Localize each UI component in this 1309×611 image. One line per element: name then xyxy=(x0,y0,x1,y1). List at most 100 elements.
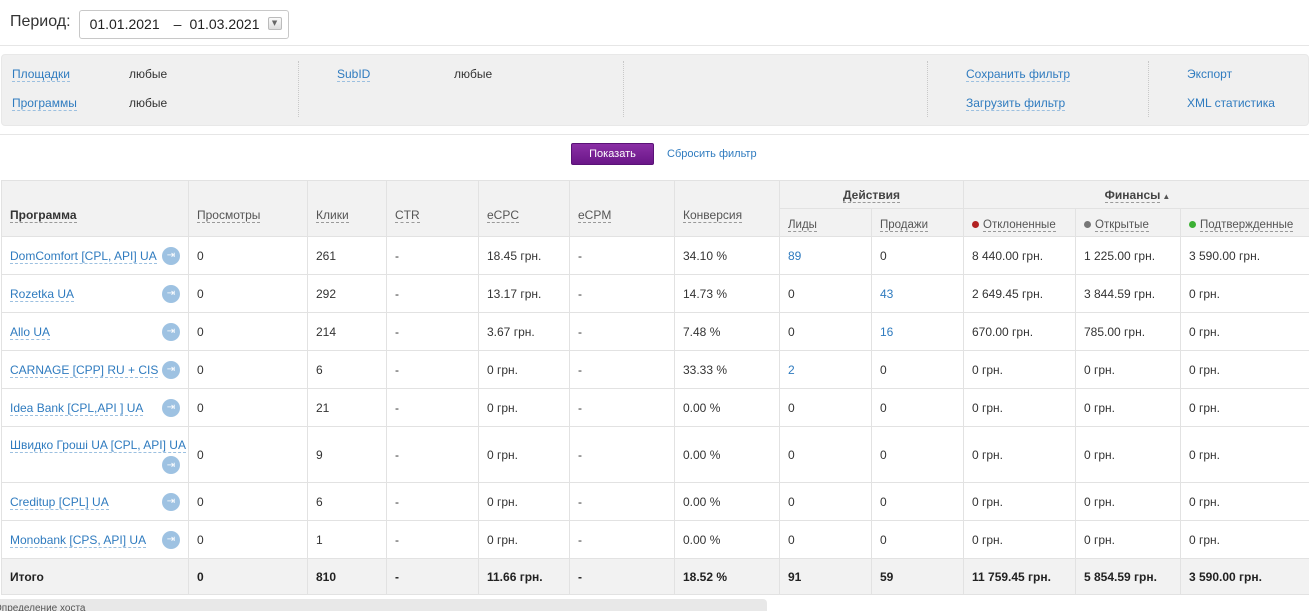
cell-leads: 0 xyxy=(779,388,872,427)
save-filter-link[interactable]: Сохранить фильтр xyxy=(966,67,1071,82)
cell-rejected: 0 грн. xyxy=(963,350,1076,389)
total-label: Итого xyxy=(1,558,189,595)
total-ecpc: 11.66 грн. xyxy=(478,558,570,595)
group-actions[interactable]: Действия xyxy=(779,180,964,209)
col-ecpm[interactable]: eCPM xyxy=(569,180,675,237)
program-link[interactable]: CARNAGE [CPP] RU + CIS xyxy=(10,362,159,378)
program-link[interactable]: Швидко Гроші UA [CPL, API] UA xyxy=(10,437,186,453)
enter-icon[interactable]: ⇥ xyxy=(162,360,180,379)
sort-asc-icon: ▲ xyxy=(1162,191,1171,201)
cell-sales[interactable]: 16 xyxy=(871,312,964,351)
cell-leads[interactable]: 2 xyxy=(779,350,872,389)
enter-icon[interactable]: ⇥ xyxy=(162,456,180,474)
filter-programs-link[interactable]: Программы xyxy=(12,96,77,111)
program-link[interactable]: DomComfort [CPL, API] UA xyxy=(10,248,157,264)
col-ctr[interactable]: CTR xyxy=(386,180,479,237)
col-open[interactable]: Открытые xyxy=(1075,208,1181,237)
cell-clicks: 1 xyxy=(307,520,387,559)
table-row: CARNAGE [CPP] RU + CIS ⇥ 0 6-0 грн. -33.33 %… xyxy=(1,350,1309,389)
col-program[interactable]: Программа xyxy=(1,180,189,237)
total-ecpm: - xyxy=(569,558,675,595)
cell-ecpc: 0 грн. xyxy=(478,426,570,483)
total-confirmed: 3 590.00 грн. xyxy=(1180,558,1309,595)
program-link[interactable]: Allo UA xyxy=(10,324,51,340)
table-row: Rozetka UA ⇥ 0 292-13.17 грн. -14.73 % 0 43 2 6… xyxy=(1,274,1309,313)
cell-ecpm: - xyxy=(569,426,675,483)
cell-ecpc: 0 грн. xyxy=(478,482,570,521)
bottom-tab[interactable]: Определение хоста xyxy=(0,599,767,611)
cell-conversion: 33.33 % xyxy=(674,350,780,389)
enter-icon[interactable]: ⇥ xyxy=(162,530,180,549)
cell-confirmed: 0 грн. xyxy=(1180,388,1309,427)
cell-leads[interactable]: 89 xyxy=(779,236,872,275)
cell-ecpm: - xyxy=(569,274,675,313)
cell-rejected: 0 грн. xyxy=(963,426,1076,483)
cell-sales: 0 xyxy=(871,236,964,275)
filter-programs-value: любые xyxy=(129,96,168,110)
cell-ctr: - xyxy=(386,274,479,313)
filter-sites-link[interactable]: Площадки xyxy=(12,67,70,82)
col-ecpc[interactable]: eCPC xyxy=(478,180,570,237)
filter-divider xyxy=(623,61,624,117)
cell-program: Allo UA ⇥ xyxy=(1,312,189,351)
col-confirmed[interactable]: Подтвержденные xyxy=(1180,208,1309,237)
cell-conversion: 0.00 % xyxy=(674,520,780,559)
total-conversion: 18.52 % xyxy=(674,558,780,595)
enter-icon[interactable]: ⇥ xyxy=(162,492,180,511)
col-conversion[interactable]: Конверсия xyxy=(674,180,780,237)
cell-ecpc: 18.45 грн. xyxy=(478,236,570,275)
col-sales[interactable]: Продажи xyxy=(871,208,964,237)
col-views[interactable]: Просмотры xyxy=(188,180,308,237)
bottom-tab-label: Определение хоста xyxy=(0,603,86,611)
cell-leads: 0 xyxy=(779,274,872,313)
table-body: DomComfort [CPL, API] UA ⇥ 0 261-18.45 грн.… xyxy=(1,236,1309,559)
col-rejected[interactable]: Отклоненные xyxy=(963,208,1076,237)
program-link[interactable]: Rozetka UA xyxy=(10,286,75,302)
enter-icon[interactable]: ⇥ xyxy=(162,284,180,303)
period-to: 01.03.2021 xyxy=(189,16,260,32)
cell-views: 0 xyxy=(188,312,308,351)
program-link[interactable]: Monobank [CPS, API] UA xyxy=(10,532,147,548)
program-link[interactable]: Creditup [CPL] UA xyxy=(10,494,109,510)
enter-icon[interactable]: ⇥ xyxy=(162,322,180,341)
cell-sales[interactable]: 43 xyxy=(871,274,964,313)
total-sales: 59 xyxy=(871,558,964,595)
filter-divider xyxy=(1148,61,1149,117)
cell-leads: 0 xyxy=(779,482,872,521)
program-link[interactable]: Idea Bank [CPL,API ] UA xyxy=(10,400,144,416)
cell-open: 785.00 грн. xyxy=(1075,312,1181,351)
xml-stats-link[interactable]: XML статистика xyxy=(1187,96,1275,110)
period-separator: – xyxy=(173,16,182,32)
cell-views: 0 xyxy=(188,482,308,521)
cell-sales: 0 xyxy=(871,520,964,559)
cell-confirmed: 0 грн. xyxy=(1180,350,1309,389)
cell-clicks: 21 xyxy=(307,388,387,427)
filter-subid-link[interactable]: SubID xyxy=(337,67,371,82)
export-link[interactable]: Экспорт xyxy=(1187,67,1233,81)
enter-icon[interactable]: ⇥ xyxy=(162,398,180,417)
col-clicks[interactable]: Клики xyxy=(307,180,387,237)
period-input[interactable]: 01.01.2021 – 01.03.2021 ▼ xyxy=(78,9,289,39)
enter-icon[interactable]: ⇥ xyxy=(162,246,180,265)
reset-filter-link[interactable]: Сбросить фильтр xyxy=(667,148,757,160)
chevron-down-icon[interactable]: ▼ xyxy=(267,16,282,30)
load-filter-link[interactable]: Загрузить фильтр xyxy=(966,96,1066,111)
table-row: Idea Bank [CPL,API ] UA ⇥ 0 21-0 грн. -0.00 … xyxy=(1,388,1309,427)
status-dot-confirmed xyxy=(1189,221,1196,228)
total-leads: 91 xyxy=(779,558,872,595)
cell-ecpm: - xyxy=(569,482,675,521)
show-button[interactable]: Показать xyxy=(571,143,654,165)
filter-sites-value: любые xyxy=(129,67,168,81)
col-leads[interactable]: Лиды xyxy=(779,208,872,237)
cell-open: 3 844.59 грн. xyxy=(1075,274,1181,313)
cell-confirmed: 0 грн. xyxy=(1180,482,1309,521)
group-finance[interactable]: Финансы ▲ xyxy=(963,180,1309,209)
cell-ecpm: - xyxy=(569,350,675,389)
cell-program: Creditup [CPL] UA ⇥ xyxy=(1,482,189,521)
cell-rejected: 8 440.00 грн. xyxy=(963,236,1076,275)
cell-clicks: 6 xyxy=(307,350,387,389)
total-open: 5 854.59 грн. xyxy=(1075,558,1181,595)
cell-ctr: - xyxy=(386,312,479,351)
cell-rejected: 670.00 грн. xyxy=(963,312,1076,351)
cell-ecpm: - xyxy=(569,388,675,427)
